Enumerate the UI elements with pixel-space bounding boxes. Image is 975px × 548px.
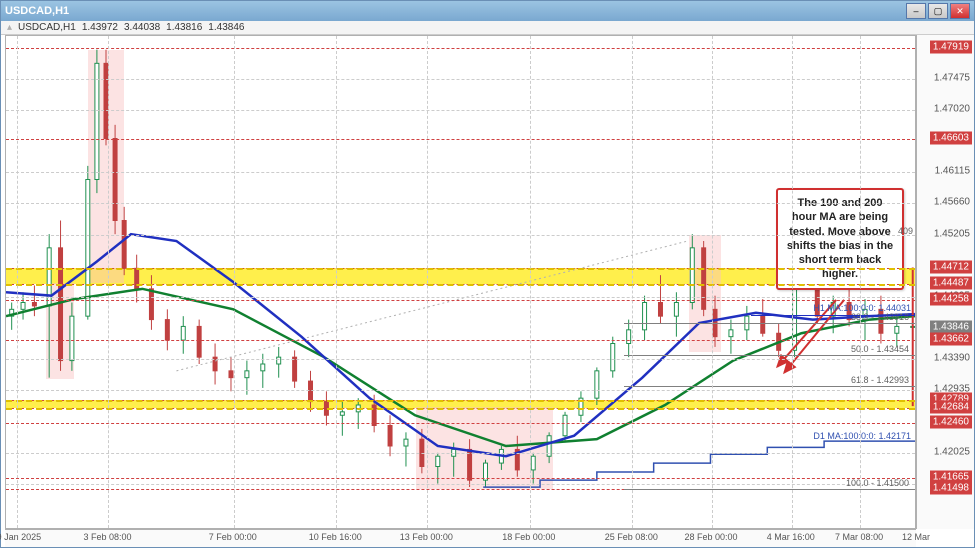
x-label: 13 Feb 00:00 (400, 532, 453, 542)
grid-line-v (108, 36, 109, 528)
h-level-line[interactable] (6, 48, 915, 49)
y-price-box: 1.46603 (930, 131, 972, 144)
h-level-line[interactable] (6, 478, 915, 479)
grid-line-h (6, 453, 915, 454)
grid-line-h (6, 110, 915, 111)
x-axis: 29 Jan 20253 Feb 08:007 Feb 00:0010 Feb … (5, 529, 916, 547)
y-grid-label: 1.42025 (934, 446, 970, 457)
h-level-line[interactable] (6, 340, 915, 341)
zone-border (6, 400, 915, 402)
grid-line-h (6, 79, 915, 80)
grid-line-h (6, 172, 915, 173)
x-label: 7 Feb 00:00 (209, 532, 257, 542)
ohlc-o: 1.43972 (82, 22, 118, 33)
grid-line-v (860, 36, 861, 528)
y-axis: 1.47475 1.47020 1.46115 1.45660 1.45205 1.442… (916, 35, 974, 529)
fib-line[interactable] (624, 386, 915, 387)
zone-border (6, 284, 915, 286)
grid-line-v (632, 36, 633, 528)
grid-line-v (712, 36, 713, 528)
titlebar-buttons: – ▢ ✕ (906, 3, 970, 19)
ohlc-l: 1.43816 (166, 22, 202, 33)
ohlc-bar: ▴ USDCAD,H1 1.43972 3.44038 1.43816 1.43… (1, 21, 974, 35)
grid-line-h (6, 390, 915, 391)
grid-line-h (6, 203, 915, 204)
grid-line-v (336, 36, 337, 528)
y-grid-label: 1.46115 (935, 166, 970, 177)
grid-line-h (6, 484, 915, 485)
grid-line-v (234, 36, 235, 528)
y-grid-label: 1.43390 (934, 353, 970, 364)
ma100-label: H1 MA:100:0:0: 1.44031 (813, 303, 911, 313)
grid-line-h (6, 297, 915, 298)
y-price-box: 1.43846 (930, 320, 972, 333)
fib-line[interactable] (624, 355, 915, 356)
x-label: 12 Mar (902, 532, 930, 542)
h-level-line[interactable] (6, 139, 915, 140)
y-price-box: 1.43662 (930, 333, 972, 346)
y-price-box: 1.47919 (930, 41, 972, 54)
x-label: 10 Feb 16:00 (309, 532, 362, 542)
grid-line-v (17, 36, 18, 528)
ohlc-symbol: USDCAD,H1 (18, 22, 76, 33)
x-label: 29 Jan 2025 (0, 532, 41, 542)
h-level-line[interactable] (6, 300, 915, 301)
grid-line-v (530, 36, 531, 528)
plot-area[interactable]: The 100 and 200 hour MA are being tested… (5, 35, 916, 529)
grid-line-h (6, 235, 915, 236)
grid-line-h (6, 359, 915, 360)
ohlc-c: 1.43846 (208, 22, 244, 33)
x-label: 18 Feb 00:00 (502, 532, 555, 542)
zone-border (6, 408, 915, 410)
zone-border (6, 268, 915, 270)
y-price-box: 1.44258 (930, 292, 972, 305)
y-price-box: 1.41498 (930, 481, 972, 494)
y-price-box: 1.42684 (930, 400, 972, 413)
maximize-button[interactable]: ▢ (928, 3, 948, 19)
x-label: 25 Feb 08:00 (605, 532, 658, 542)
fib-label: 100.0 - 1.41500 (846, 478, 909, 488)
window-title: USDCAD,H1 (5, 5, 69, 17)
y-price-box: 1.42460 (930, 415, 972, 428)
chart-area[interactable]: The 100 and 200 hour MA are being tested… (1, 35, 974, 547)
ma100-level-line (751, 315, 915, 316)
d1-ma-label: D1 MA:100:0:0: 1.42171 (813, 431, 911, 441)
grid-line-v (427, 36, 428, 528)
h-level-line[interactable] (6, 423, 915, 424)
chart-window: USDCAD,H1 – ▢ ✕ ▴ USDCAD,H1 1.43972 3.44… (0, 0, 975, 548)
y-grid-label: 1.47020 (934, 104, 970, 115)
y-grid-label: 1.47475 (934, 72, 970, 83)
x-label: 7 Mar 08:00 (835, 532, 883, 542)
y-price-box: 1.44712 (930, 261, 972, 274)
x-label: 28 Feb 00:00 (684, 532, 737, 542)
titlebar[interactable]: USDCAD,H1 – ▢ ✕ (1, 1, 974, 21)
fib-line[interactable] (624, 323, 915, 324)
x-label: 3 Feb 08:00 (83, 532, 131, 542)
minimize-button[interactable]: – (906, 3, 926, 19)
close-button[interactable]: ✕ (950, 3, 970, 19)
ohlc-h: 3.44038 (124, 22, 160, 33)
y-price-box: 1.44487 (930, 276, 972, 289)
y-grid-label: 1.45205 (934, 228, 970, 239)
fib-line[interactable] (624, 489, 915, 490)
y-grid-label: 1.45660 (934, 197, 970, 208)
fib-409-label: 409 (898, 226, 913, 236)
grid-line-v (792, 36, 793, 528)
x-label: 4 Mar 16:00 (767, 532, 815, 542)
